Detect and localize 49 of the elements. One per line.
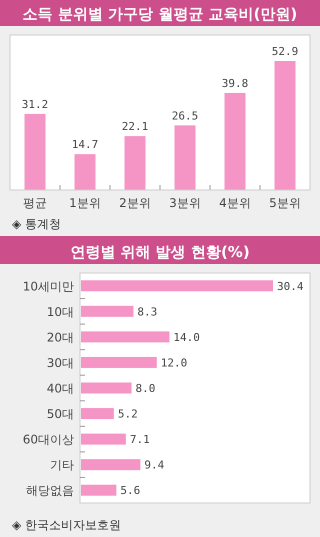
- y-tick-label: 50대: [46, 407, 74, 422]
- x-tick-label: 4분위: [219, 196, 251, 210]
- bar: [81, 434, 126, 445]
- y-tick-label: 10세미만: [22, 279, 74, 294]
- data-label: 52.9: [272, 45, 298, 58]
- y-tick-label: 20대: [46, 330, 74, 344]
- y-tick-label: 기타: [50, 458, 74, 472]
- data-label: 9.4: [144, 458, 165, 472]
- data-label: 7.1: [130, 433, 150, 446]
- x-tick-label: 3분위: [169, 196, 201, 210]
- data-label: 12.0: [160, 356, 188, 370]
- bar: [81, 484, 116, 496]
- data-label: 22.1: [122, 120, 148, 134]
- data-label: 14.7: [72, 138, 98, 152]
- data-label: 8.0: [136, 382, 156, 395]
- bar: [274, 61, 296, 190]
- text: ◈ 한국소비자보호원: [12, 518, 122, 532]
- bar: [124, 136, 146, 190]
- bar: [81, 356, 157, 368]
- data-label: 5.6: [120, 484, 140, 498]
- bar: [24, 114, 46, 190]
- data-label: 5.2: [118, 408, 138, 421]
- y-tick-label: 10대: [46, 304, 74, 319]
- bar: [81, 331, 170, 342]
- bar: [81, 408, 114, 420]
- x-tick-label: 2분위: [119, 196, 151, 210]
- data-label: 8.3: [137, 305, 158, 318]
- data-label: 14.0: [173, 330, 200, 344]
- data-label: 31.2: [22, 98, 48, 111]
- chart-title: 연령별 위해 발생 현황(%): [70, 243, 250, 261]
- y-tick-label: 60대이상: [22, 432, 74, 447]
- x-tick-label: 1분위: [69, 196, 101, 210]
- y-tick-label: 40대: [46, 382, 74, 396]
- x-tick-label: 평균: [23, 196, 47, 210]
- y-tick-label: 30대: [46, 356, 74, 370]
- data-label: 26.5: [172, 109, 198, 122]
- data-label: 30.4: [277, 280, 304, 293]
- chart-title: 소득 분위별 가구당 월평균 교육비(만원): [22, 5, 298, 23]
- bar: [174, 125, 196, 190]
- data-label: 39.8: [222, 76, 248, 90]
- bar: [224, 92, 246, 190]
- text: ◈ 통계청: [12, 217, 62, 231]
- bar: [81, 280, 273, 292]
- x-tick-label: 5분위: [269, 196, 301, 210]
- y-tick-label: 해당없음: [26, 484, 74, 498]
- bar: [81, 459, 140, 470]
- bar: [81, 382, 132, 394]
- bar: [81, 306, 134, 317]
- bar: [74, 154, 96, 190]
